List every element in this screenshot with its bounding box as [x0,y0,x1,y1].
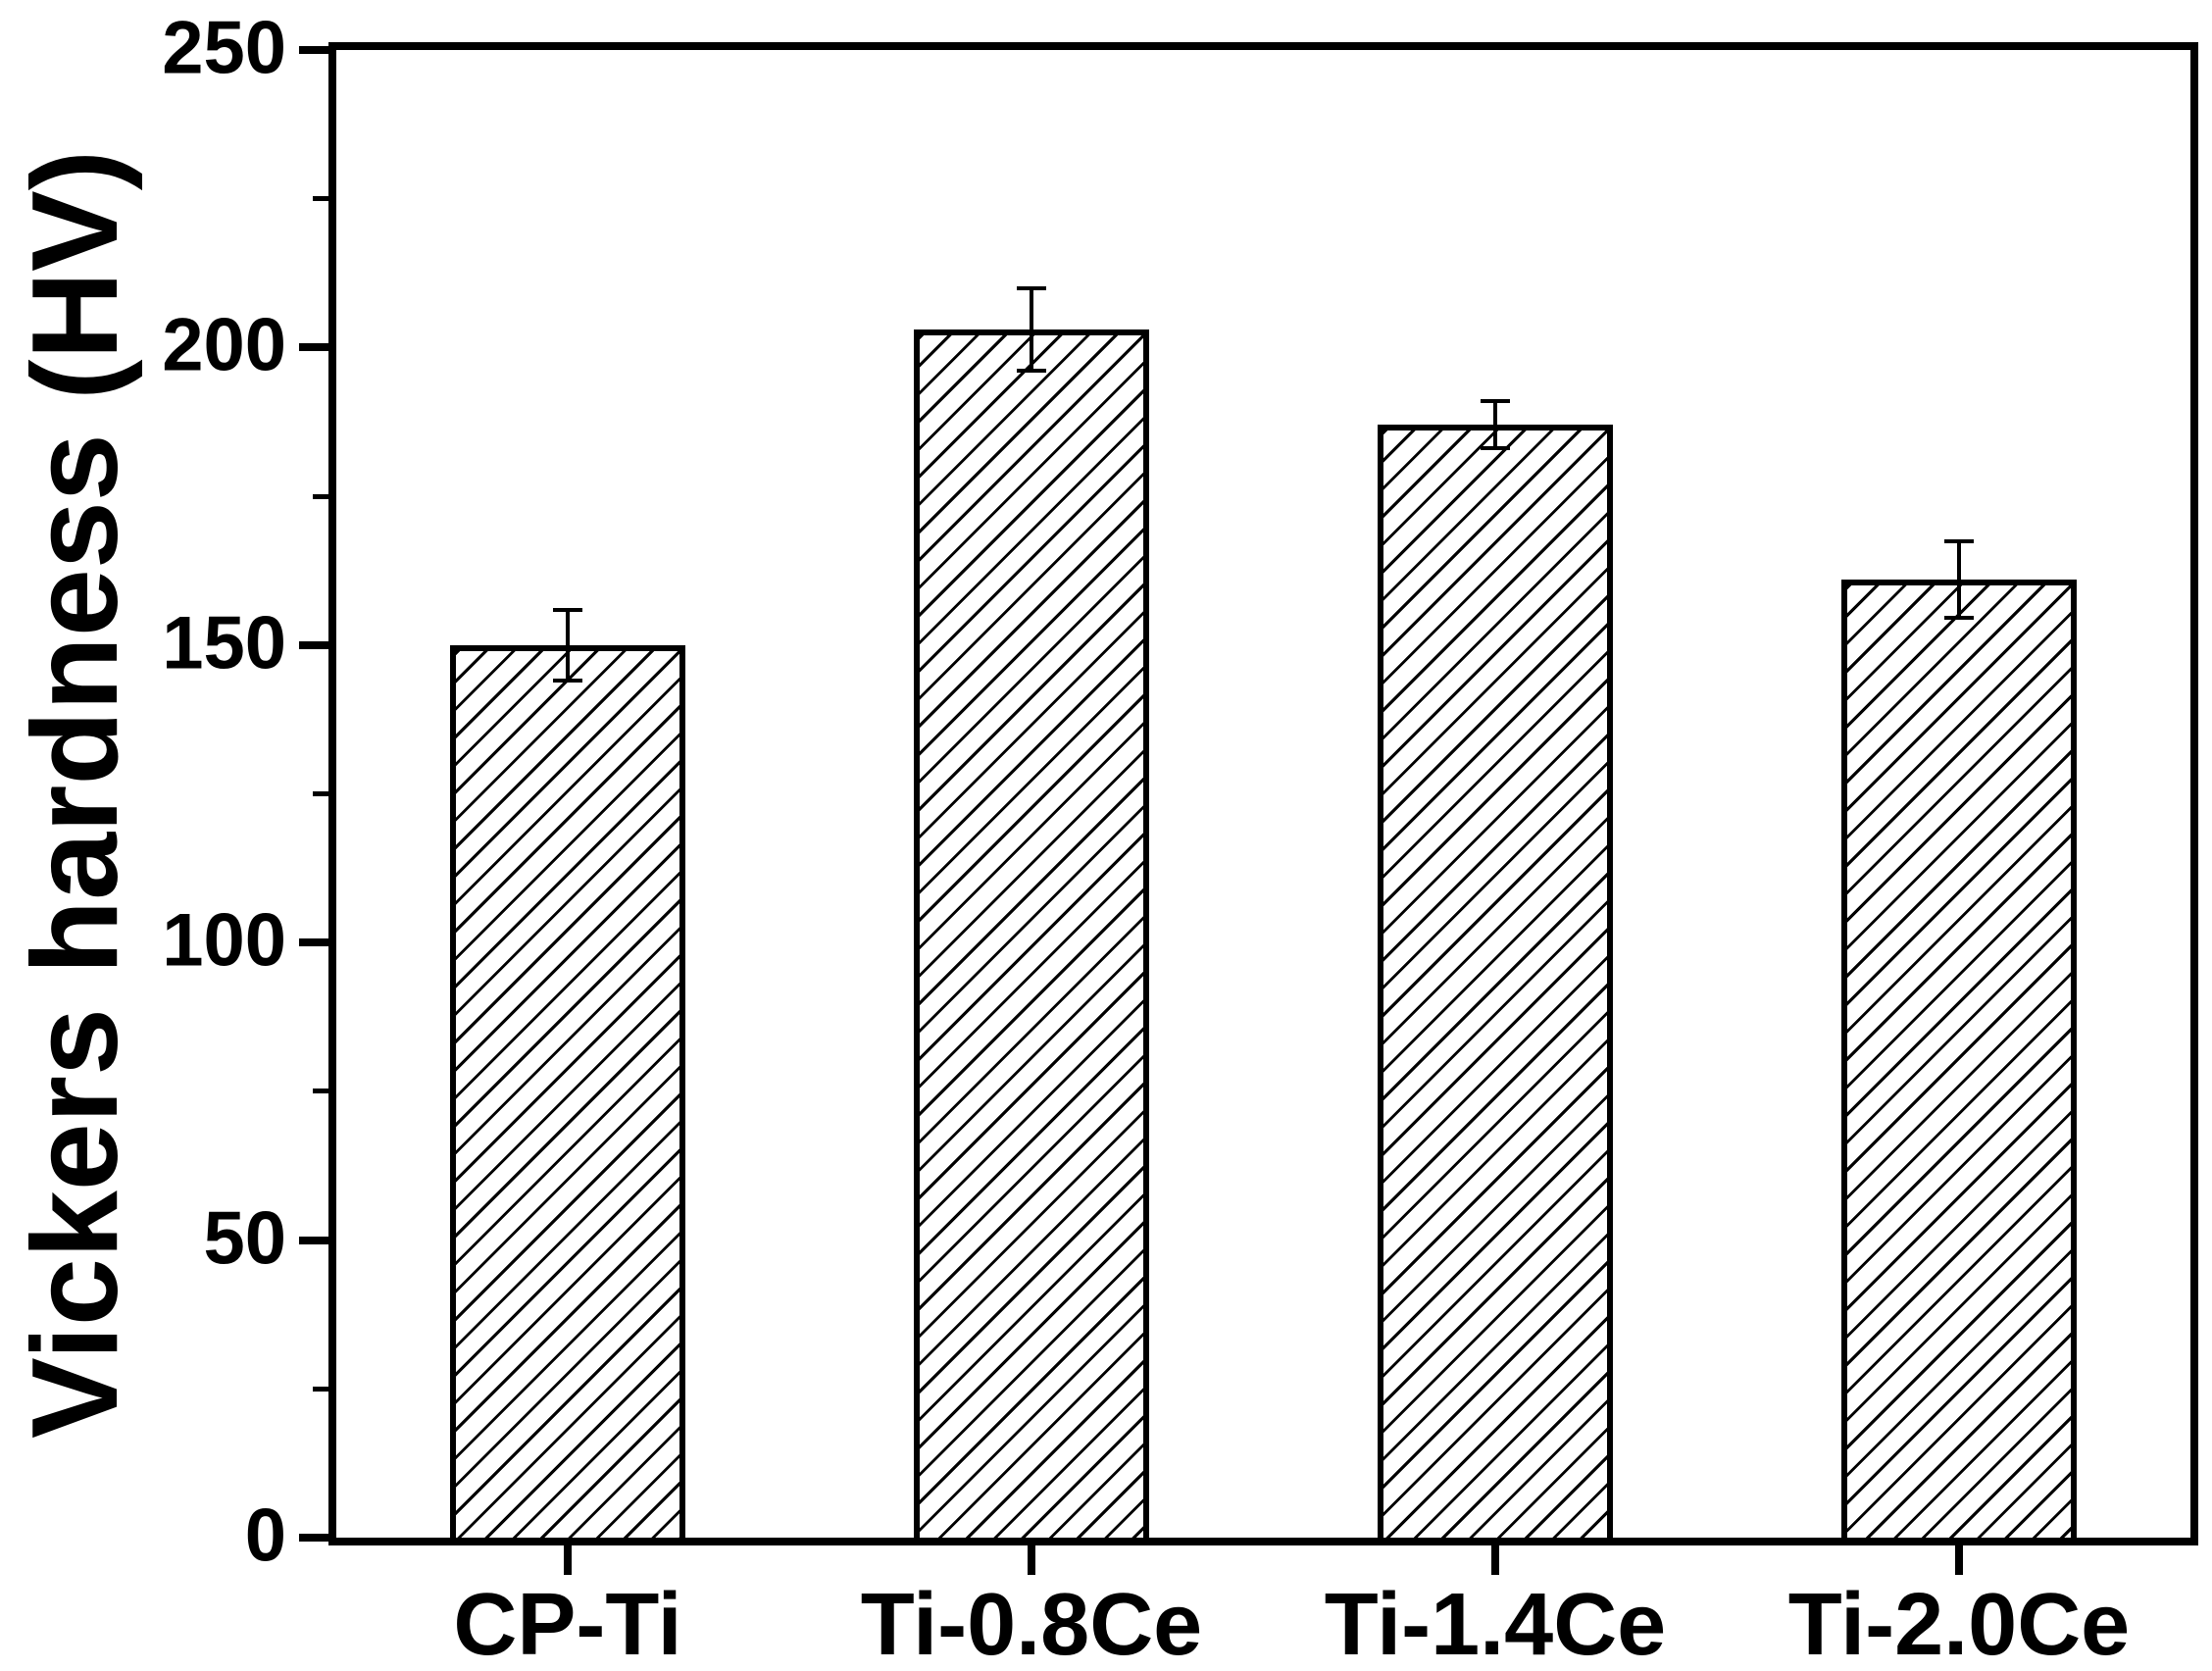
error-bar-line [566,610,570,681]
error-bar-line [1030,288,1033,371]
error-bar-cap-bottom [553,679,582,683]
y-axis-title: Vickers hardness (HV) [8,149,143,1440]
y-major-tick [299,343,328,351]
y-tick-label: 250 [162,6,286,90]
x-tick [564,1545,572,1575]
y-minor-tick [313,1387,328,1392]
error-bar-cap-top [1944,539,1974,543]
y-major-tick [299,938,328,946]
y-minor-tick [313,494,328,499]
plot-area [328,42,2198,1545]
bar-Ti-1.4Ce [1378,425,1613,1538]
y-major-tick [299,46,328,54]
y-major-tick [299,1534,328,1542]
bar-Ti-2.0Ce [1841,580,2077,1538]
y-minor-tick [313,1089,328,1093]
error-bar-line [1493,401,1497,448]
error-bar-cap-top [553,608,582,612]
y-tick-label: 200 [162,303,286,387]
y-major-tick [299,1237,328,1244]
error-bar-cap-top [1481,399,1510,403]
y-minor-tick [313,791,328,796]
x-tick [1491,1545,1499,1575]
error-bar-cap-top [1017,286,1046,290]
x-tick [1955,1545,1963,1575]
error-bar-line [1957,541,1961,618]
error-bar-cap-bottom [1481,446,1510,450]
y-tick-label: 150 [162,601,286,685]
error-bar-cap-bottom [1944,616,1974,620]
y-tick-label: 100 [162,898,286,983]
bar-CP-Ti [450,645,685,1538]
x-category-label: Ti-1.4Ce [1324,1576,1667,1671]
y-tick-label: 50 [203,1196,286,1281]
x-tick [1028,1545,1035,1575]
y-tick-label: 0 [244,1494,286,1578]
error-bar-cap-bottom [1017,369,1046,373]
y-major-tick [299,641,328,649]
bar-Ti-0.8Ce [914,329,1149,1538]
x-category-label: Ti-2.0Ce [1787,1576,2131,1671]
x-category-label: CP-Ti [453,1576,682,1671]
y-minor-tick [313,196,328,201]
plot-inner [336,50,2190,1538]
x-category-label: Ti-0.8Ce [860,1576,1203,1671]
